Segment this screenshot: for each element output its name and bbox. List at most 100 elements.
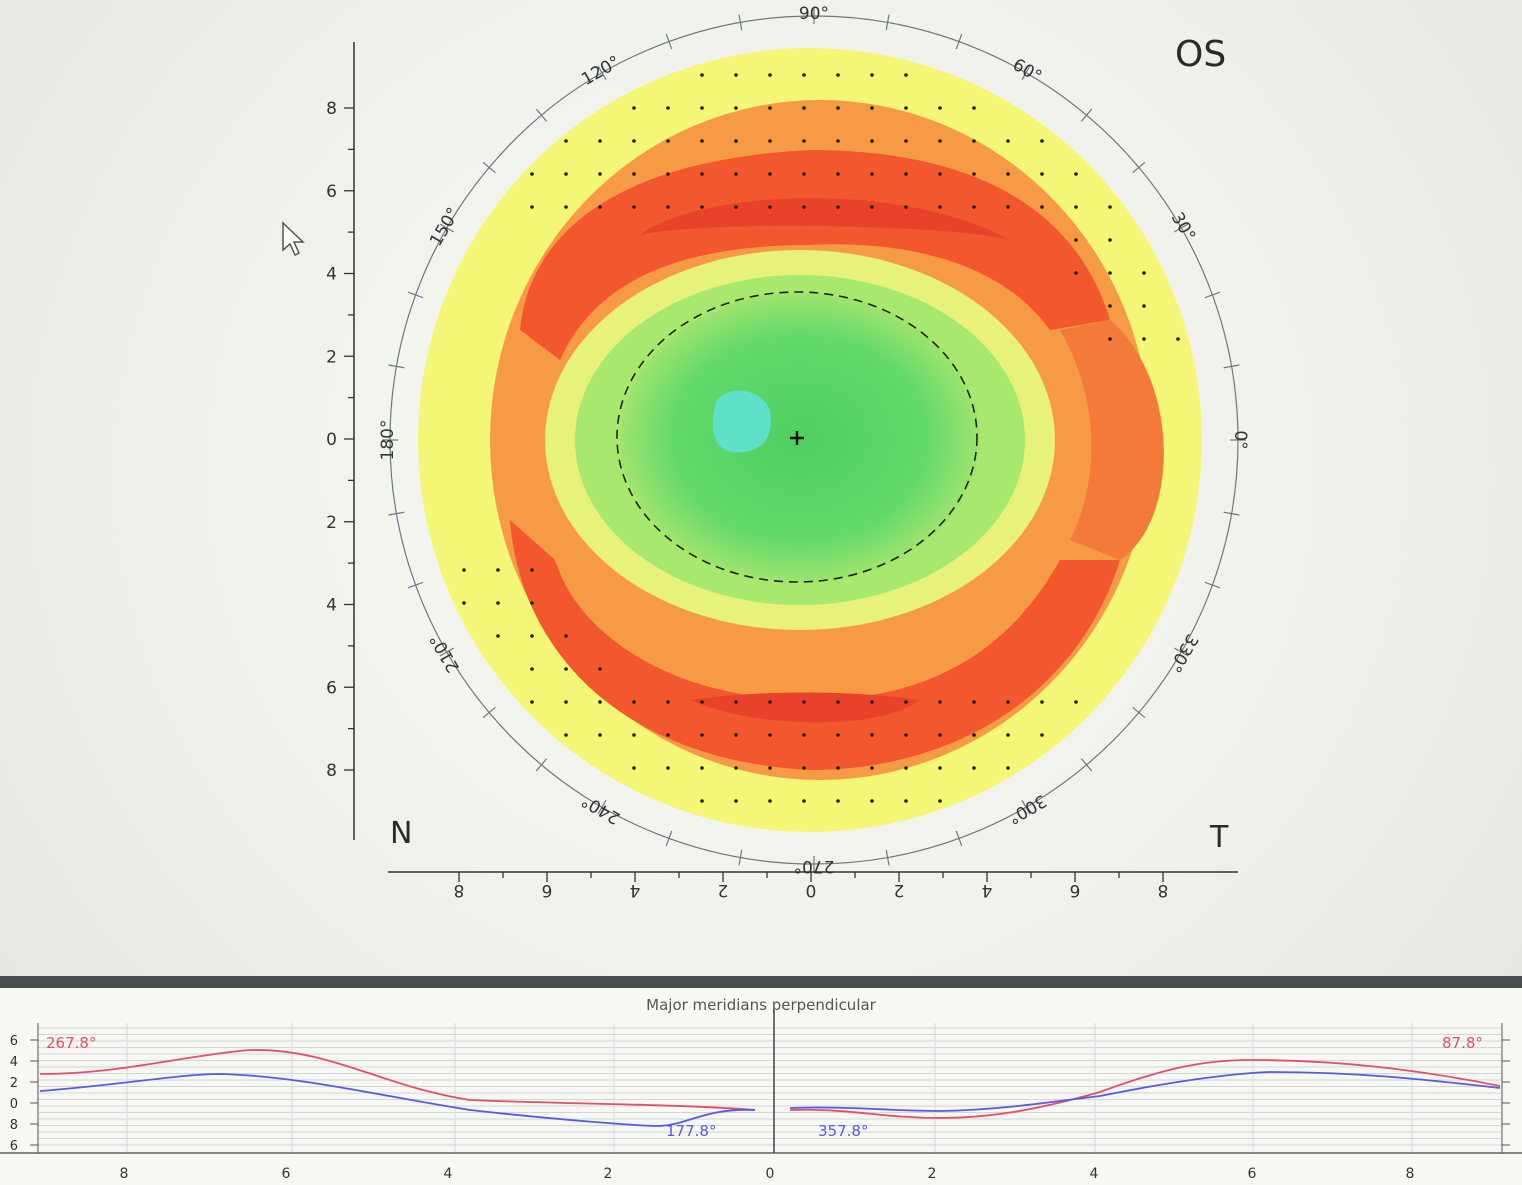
measurement-dot xyxy=(700,172,704,176)
measurement-dot xyxy=(802,700,806,704)
measurement-dot xyxy=(836,733,840,737)
measurement-dot xyxy=(768,172,772,176)
right-red-label: 87.8° xyxy=(1442,1034,1483,1052)
measurement-dot xyxy=(632,172,636,176)
measurement-dot xyxy=(1040,700,1044,704)
measurement-dot xyxy=(1108,238,1112,242)
profile-x-tick-label: 4 xyxy=(444,1166,453,1182)
y-tick-label: 2 xyxy=(326,347,337,367)
profile-title: Major meridians perpendicular xyxy=(646,996,876,1014)
measurement-dot xyxy=(598,667,602,671)
measurement-dot xyxy=(870,139,874,143)
measurement-dot xyxy=(1108,337,1112,341)
profile-y-tick-label: 2 xyxy=(10,1076,18,1091)
profile-x-tick-label: 4 xyxy=(1090,1166,1099,1182)
measurement-dot xyxy=(836,172,840,176)
upper-steep-core xyxy=(640,198,1010,240)
measurement-dot xyxy=(904,799,908,803)
measurement-dot xyxy=(632,139,636,143)
x-tick-label: 4 xyxy=(982,880,993,900)
measurement-dot xyxy=(938,799,942,803)
measurement-dot xyxy=(1006,172,1010,176)
measurement-dot xyxy=(632,106,636,110)
cyan-spot xyxy=(712,390,771,453)
panel-divider[interactable] xyxy=(0,976,1522,988)
measurement-dot xyxy=(1108,304,1112,308)
measurement-dot xyxy=(870,172,874,176)
y-tick-label: 2 xyxy=(326,513,337,533)
measurement-dot xyxy=(734,73,738,77)
measurement-dot xyxy=(836,766,840,770)
profile-x-ticks: 8 6 4 2 0 2 4 6 8 xyxy=(120,1166,1415,1182)
angle-tick xyxy=(738,14,743,31)
measurement-dot xyxy=(734,799,738,803)
nasal-label: N xyxy=(390,816,413,851)
measurement-dot xyxy=(870,799,874,803)
angle-ticks xyxy=(382,8,1246,872)
measurement-dot xyxy=(632,766,636,770)
measurement-dot xyxy=(1040,139,1044,143)
measurement-dot xyxy=(598,139,602,143)
measurement-dot xyxy=(938,700,942,704)
mouse-cursor-icon xyxy=(282,221,305,257)
measurement-dot xyxy=(1074,700,1078,704)
profile-y-ticks: 6 4 2 0 8 6 xyxy=(10,1034,1510,1154)
measurement-dot xyxy=(632,700,636,704)
right-blue-curve xyxy=(789,1071,1501,1112)
measurement-dot xyxy=(1006,700,1010,704)
lower-steep-band xyxy=(510,520,1120,770)
measurement-dot xyxy=(836,106,840,110)
measurement-dot xyxy=(700,799,704,803)
measurement-dot xyxy=(598,172,602,176)
measurement-dot xyxy=(564,205,568,209)
angle-tick xyxy=(482,161,496,174)
measurement-dot xyxy=(734,106,738,110)
measurement-dot xyxy=(768,766,772,770)
angle-tick xyxy=(1173,647,1189,657)
measurement-dot xyxy=(1108,271,1112,275)
measurement-dot xyxy=(598,700,602,704)
measurement-dot xyxy=(530,601,534,605)
angle-tick xyxy=(665,33,673,50)
angle-label: 90° xyxy=(799,4,829,24)
measurement-dot xyxy=(666,172,670,176)
angle-tick xyxy=(439,647,455,657)
measurement-dot xyxy=(938,172,942,176)
measurement-dot xyxy=(972,700,976,704)
measurement-dot xyxy=(870,700,874,704)
right-red-curve xyxy=(789,1059,1501,1119)
measurement-dot xyxy=(972,766,976,770)
measurement-dot xyxy=(734,172,738,176)
measurement-dot xyxy=(802,733,806,737)
angle-tick xyxy=(535,758,548,772)
measurement-dot xyxy=(1142,337,1146,341)
y-tick-label: 6 xyxy=(326,182,337,202)
measurement-dot xyxy=(870,733,874,737)
measurement-dot xyxy=(462,601,466,605)
angle-tick xyxy=(885,14,890,31)
measurement-dot xyxy=(1006,205,1010,209)
angle-tick xyxy=(1021,65,1031,81)
measurement-dot xyxy=(496,568,500,572)
measurement-dot xyxy=(632,733,636,737)
left-blue-curve xyxy=(39,1073,756,1127)
profile-y-tick-label: 4 xyxy=(10,1055,18,1070)
measurement-dot xyxy=(530,205,534,209)
measurement-dot xyxy=(666,205,670,209)
measurement-dot xyxy=(802,766,806,770)
measurement-dot xyxy=(768,799,772,803)
angle-tick xyxy=(1080,758,1093,772)
measurement-dot xyxy=(768,700,772,704)
upper-steep-band xyxy=(520,150,1110,360)
measurement-dot xyxy=(666,766,670,770)
angle-tick xyxy=(597,799,607,815)
angle-tick xyxy=(955,830,963,847)
measurement-dot xyxy=(904,205,908,209)
measurement-dot xyxy=(904,700,908,704)
measurement-dot xyxy=(1074,238,1078,242)
angle-tick xyxy=(407,581,424,589)
angle-tick xyxy=(1132,161,1146,174)
profile-x-tick-label: 2 xyxy=(928,1166,937,1182)
measurement-dots xyxy=(462,73,1180,803)
